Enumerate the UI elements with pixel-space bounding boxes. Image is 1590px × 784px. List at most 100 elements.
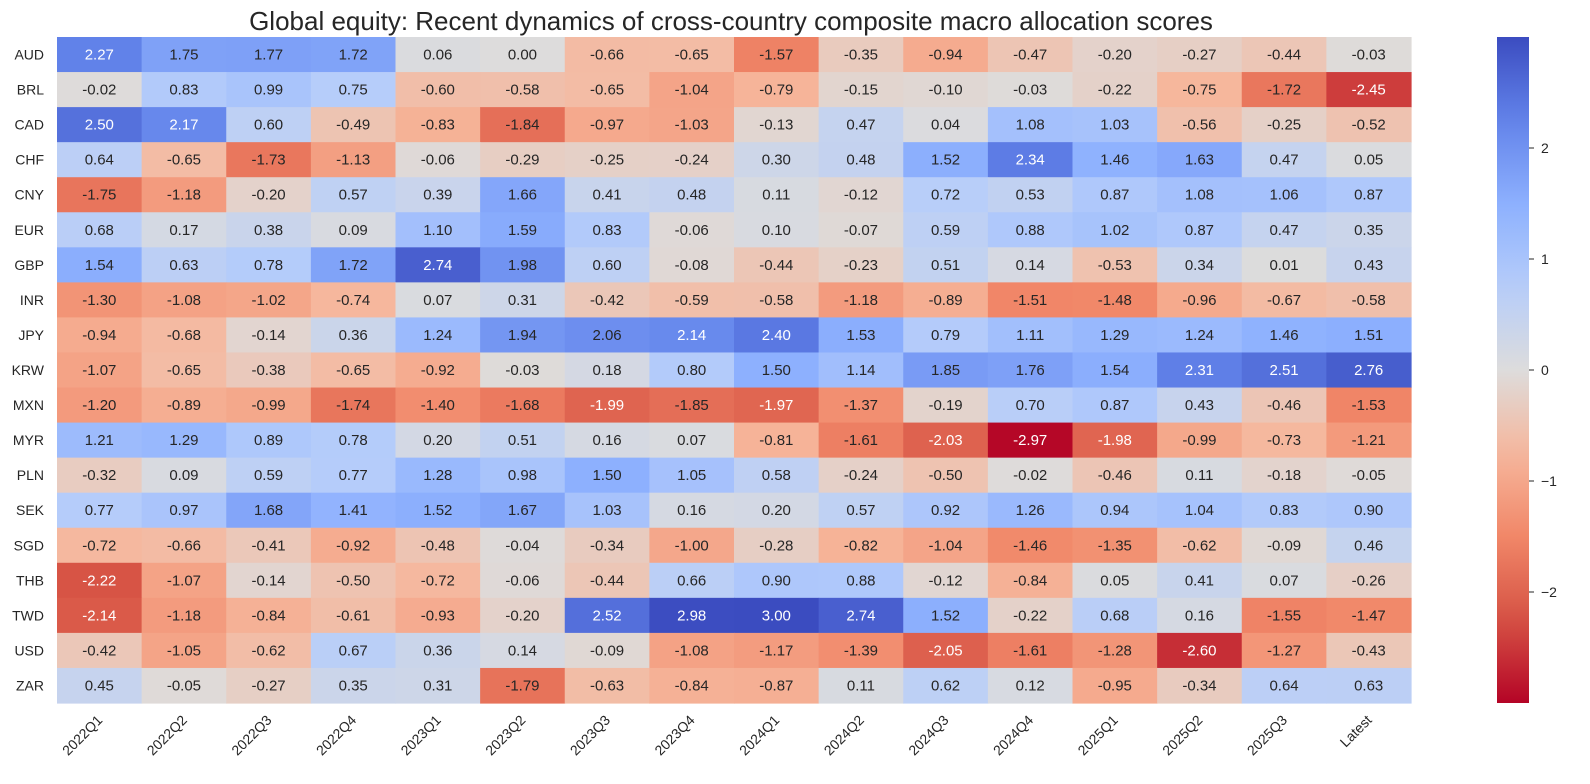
heatmap-cell <box>734 37 820 73</box>
heatmap-cell <box>1157 562 1243 599</box>
cell-value-label: -0.59 <box>675 292 709 309</box>
heatmap-cell <box>987 632 1074 669</box>
heatmap-cell <box>564 177 650 213</box>
cell-value-label: -1.97 <box>759 397 793 414</box>
cell-value-label: -1.51 <box>1013 292 1047 309</box>
heatmap-cell <box>1157 107 1243 143</box>
cell-value-label: 0.11 <box>847 677 875 694</box>
heatmap-cell <box>987 562 1074 599</box>
cell-value-label: -0.66 <box>167 537 201 554</box>
column-tick-label: 2023Q2 <box>482 712 529 759</box>
cell-value-label: 1.04 <box>1185 502 1214 519</box>
heatmap-cell <box>734 597 820 634</box>
heatmap-cell <box>226 667 312 704</box>
heatmap-cell <box>564 247 650 283</box>
heatmap-cell <box>480 247 566 283</box>
heatmap-cell <box>1326 597 1412 634</box>
heatmap-cell <box>564 107 650 143</box>
cell-value-label: 0.18 <box>592 362 621 379</box>
cell-value-label: 0.36 <box>423 642 452 659</box>
cell-value-label: 0.14 <box>1016 257 1045 274</box>
heatmap-cell <box>734 457 820 494</box>
column-tick-label: 2025Q1 <box>1074 712 1121 759</box>
heatmap-cell <box>226 422 312 459</box>
heatmap-cell <box>1072 527 1158 564</box>
cell-value-label: -1.46 <box>1013 537 1047 554</box>
cell-value-label: -1.68 <box>505 397 539 414</box>
heatmap-cell <box>1072 597 1158 634</box>
heatmap-cell <box>734 212 820 248</box>
cell-value-label: -0.26 <box>1352 572 1386 589</box>
cell-value-label: 1.21 <box>85 432 114 449</box>
cell-value-label: 1.03 <box>1100 117 1129 134</box>
cell-value-label: 0.20 <box>762 502 791 519</box>
heatmap-cell <box>818 72 904 108</box>
cell-value-label: 1.52 <box>931 152 960 169</box>
cell-value-label: 0.57 <box>339 187 368 204</box>
heatmap-cell <box>480 142 566 178</box>
heatmap-cell <box>395 632 481 669</box>
heatmap-cell <box>818 632 904 669</box>
heatmap-cell <box>1072 142 1158 178</box>
cell-value-label: -0.12 <box>928 572 962 589</box>
cell-value-label: -1.08 <box>675 642 709 659</box>
heatmap-cell <box>734 177 820 213</box>
column-tick-label: 2022Q2 <box>144 712 191 759</box>
heatmap-cell <box>987 212 1074 248</box>
heatmap-cell <box>1157 212 1243 248</box>
heatmap-cell <box>141 352 227 389</box>
cell-value-label: 1.53 <box>846 327 875 344</box>
heatmap-cell <box>734 317 820 354</box>
heatmap-cell <box>1241 212 1327 248</box>
heatmap-cell <box>564 562 650 599</box>
heatmap-cell <box>1326 107 1412 143</box>
heatmap-cell <box>310 667 397 704</box>
cell-value-label: -0.28 <box>759 537 793 554</box>
cell-value-label: -1.84 <box>505 117 539 134</box>
heatmap-cell <box>1241 562 1327 599</box>
cell-value-label: 0.88 <box>1016 222 1045 239</box>
column-tick-label: 2022Q3 <box>228 712 275 759</box>
heatmap-cell <box>649 37 735 73</box>
cell-value-label: -0.63 <box>590 677 624 694</box>
heatmap-cell <box>903 282 989 319</box>
cell-value-label: -0.18 <box>1267 467 1301 484</box>
heatmap-cell <box>987 387 1074 424</box>
cell-value-label: 0.30 <box>762 152 791 169</box>
cell-value-label: -0.34 <box>590 537 624 554</box>
heatmap-cell <box>226 457 312 494</box>
heatmap-cell <box>57 177 143 213</box>
cell-value-label: 0.38 <box>254 222 283 239</box>
heatmap-cell <box>987 177 1074 213</box>
heatmap-cell <box>1072 317 1158 354</box>
cell-value-label: -0.99 <box>1182 432 1216 449</box>
cell-value-label: -0.89 <box>167 397 201 414</box>
heatmap-cell <box>1326 492 1412 529</box>
heatmap-cell <box>395 317 481 354</box>
cell-value-label: -0.79 <box>759 82 793 99</box>
heatmap-cell <box>141 457 227 494</box>
heatmap-cell <box>1157 177 1243 213</box>
heatmap-cell <box>734 667 820 704</box>
cell-value-label: -0.27 <box>251 677 285 694</box>
cell-value-label: 1.24 <box>423 327 452 344</box>
heatmap-cell <box>310 387 397 424</box>
row-tick-label: SGD <box>14 537 44 553</box>
heatmap-cell <box>1326 387 1412 424</box>
cell-value-label: -0.72 <box>421 572 455 589</box>
heatmap-cell <box>903 632 989 669</box>
cell-value-label: 0.35 <box>1354 222 1383 239</box>
heatmap-cell <box>818 527 904 564</box>
cell-value-label: -0.53 <box>1098 257 1132 274</box>
cell-value-label: 1.10 <box>423 222 452 239</box>
cell-value-label: 1.50 <box>592 467 621 484</box>
heatmap-cell <box>310 632 397 669</box>
cell-value-label: 0.90 <box>762 572 791 589</box>
heatmap-cell <box>310 142 397 178</box>
cell-value-label: 2.17 <box>169 117 198 134</box>
heatmap-cell <box>57 387 143 424</box>
heatmap-cell <box>395 387 481 424</box>
cell-value-label: -1.18 <box>167 607 201 624</box>
cell-value-label: -0.89 <box>928 292 962 309</box>
heatmap-cell <box>1326 72 1412 108</box>
